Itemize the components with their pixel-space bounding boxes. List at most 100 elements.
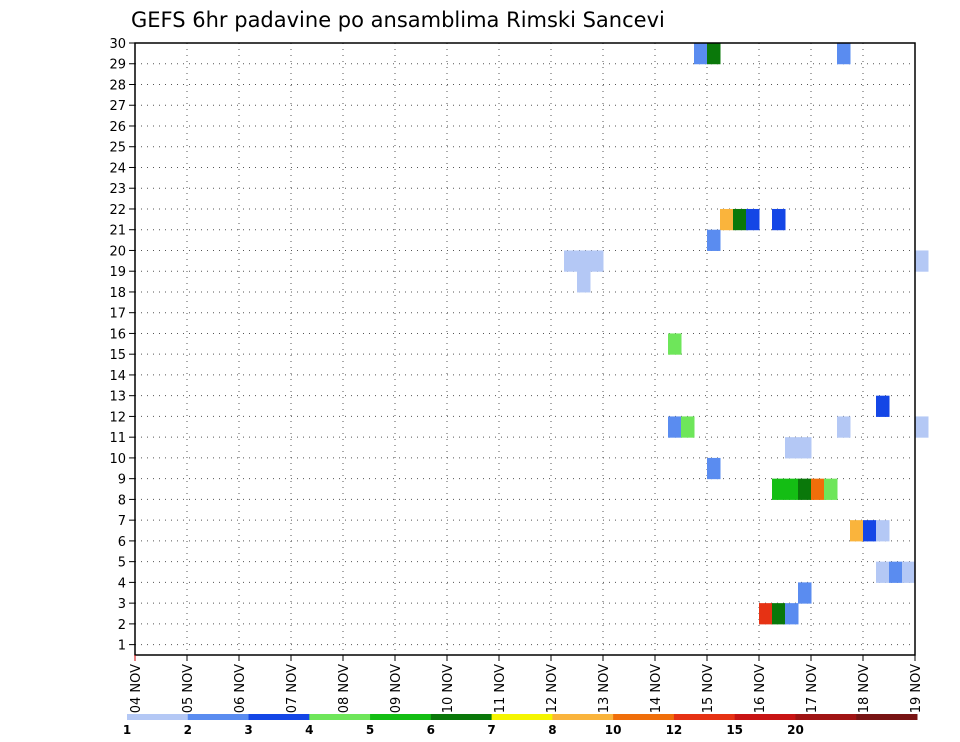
y-tick-label: 23 xyxy=(109,182,126,197)
precip-cell xyxy=(785,437,799,459)
y-tick-label: 5 xyxy=(118,556,126,571)
x-tick-label: 19 NOV xyxy=(909,664,924,713)
legend-color-swatch xyxy=(430,714,493,720)
x-tick-label: 05 NOV xyxy=(181,664,196,713)
precip-cell xyxy=(720,208,734,231)
y-tick-label: 19 xyxy=(109,265,126,280)
color-legend: 1 2 3 4 5 6 7 8 10 12 15 20 xyxy=(123,714,918,737)
precip-cell xyxy=(915,416,929,438)
y-tick-label: 1 xyxy=(118,639,126,654)
y-tick-label: 22 xyxy=(109,203,126,218)
x-tick-label: 17 NOV xyxy=(805,664,820,713)
legend-color-swatch xyxy=(613,714,675,720)
legend-label: 6 xyxy=(427,723,435,737)
precip-cell xyxy=(759,603,773,625)
legend-color-swatch xyxy=(795,714,857,720)
y-tick-label: 25 xyxy=(109,141,126,156)
legend-color-swatch xyxy=(248,714,310,720)
y-tick-label: 27 xyxy=(109,99,126,114)
precip-cell xyxy=(850,520,864,542)
y-tick-label: 30 xyxy=(109,37,126,52)
y-tick-label: 4 xyxy=(118,576,126,591)
x-tick-label: 11 NOV xyxy=(493,664,508,713)
y-tick-label: 24 xyxy=(109,161,126,176)
precip-cell xyxy=(590,250,604,272)
legend-color-swatch xyxy=(127,714,189,720)
y-tick-label: 14 xyxy=(109,369,126,384)
legend-color-swatch xyxy=(856,714,918,720)
precip-cell xyxy=(668,333,682,355)
y-tick-label: 10 xyxy=(109,452,126,467)
x-tick-label: 10 NOV xyxy=(441,664,456,713)
precip-cell xyxy=(707,43,721,65)
y-tick-label: 2 xyxy=(118,618,126,633)
x-tick-label: 15 NOV xyxy=(701,664,716,713)
y-tick-label: 17 xyxy=(109,307,126,322)
legend-label: 5 xyxy=(366,723,374,737)
legend-label: 3 xyxy=(244,723,252,737)
x-tick-label: 16 NOV xyxy=(753,664,768,713)
y-tick-label: 12 xyxy=(109,410,126,425)
x-tick-label: 04 NOV xyxy=(129,664,144,713)
x-tick-label: 07 NOV xyxy=(285,664,300,713)
precip-cell xyxy=(772,603,786,625)
x-tick-label: 12 NOV xyxy=(545,664,560,713)
plot-frame xyxy=(134,42,916,656)
legend-label: 12 xyxy=(666,723,683,737)
precip-cell xyxy=(707,457,721,480)
precip-cell xyxy=(668,416,682,438)
x-tick-label: 14 NOV xyxy=(649,664,664,713)
precip-cell xyxy=(798,437,812,459)
legend-color-swatch xyxy=(309,714,371,720)
x-tick-label: 09 NOV xyxy=(389,664,404,713)
y-tick-label: 15 xyxy=(109,348,126,363)
legend-label: 15 xyxy=(726,723,743,737)
y-tick-label: 26 xyxy=(109,120,126,135)
legend-color-swatch xyxy=(370,714,432,720)
precip-cell xyxy=(837,416,851,438)
precip-cell xyxy=(876,520,890,542)
precip-cell xyxy=(837,43,851,65)
precip-cell xyxy=(863,520,877,542)
x-tick-label: 06 NOV xyxy=(233,664,248,713)
precip-cell xyxy=(785,603,799,625)
precip-cell xyxy=(915,250,929,272)
grid-lines xyxy=(134,42,916,655)
precip-cell xyxy=(681,416,695,438)
precip-cell xyxy=(733,208,747,231)
legend-color-swatch xyxy=(187,714,250,720)
legend-label: 4 xyxy=(305,723,313,737)
precip-cell xyxy=(902,561,916,583)
y-tick-label: 9 xyxy=(118,473,126,488)
precip-cell xyxy=(564,250,578,272)
legend-color-swatch xyxy=(673,714,736,720)
x-tick-label: 13 NOV xyxy=(597,664,612,713)
legend-label: 7 xyxy=(487,723,495,737)
legend-label: 8 xyxy=(548,723,556,737)
y-tick-label: 20 xyxy=(109,244,126,259)
y-tick-label: 11 xyxy=(109,431,126,446)
legend-label: 20 xyxy=(787,723,804,737)
legend-label: 2 xyxy=(184,723,192,737)
precip-cell xyxy=(694,43,708,65)
y-tick-label: 16 xyxy=(109,327,126,342)
y-tick-label: 29 xyxy=(109,58,126,73)
precip-cell xyxy=(772,478,786,500)
y-tick-label: 21 xyxy=(109,224,126,239)
legend-color-swatch xyxy=(552,714,614,720)
y-tick-label: 3 xyxy=(118,597,126,612)
y-tick-label: 8 xyxy=(118,493,126,508)
y-tick-label: 18 xyxy=(109,286,126,301)
x-tick-label: 18 NOV xyxy=(857,664,872,713)
precip-cell xyxy=(577,250,591,272)
y-tick-label: 7 xyxy=(118,514,126,529)
precip-cell xyxy=(798,582,812,604)
precip-cell xyxy=(824,478,838,500)
precip-cell xyxy=(811,478,825,500)
precip-cell xyxy=(889,561,903,583)
legend-color-swatch xyxy=(491,714,553,720)
y-axis: 1234567891011121314151617181920212223242… xyxy=(109,37,135,654)
x-axis: 04 NOV 05 NOV 06 NOV 07 NOV 08 NOV 09 NOV 10 N… xyxy=(129,655,924,713)
precip-cell xyxy=(707,229,721,251)
